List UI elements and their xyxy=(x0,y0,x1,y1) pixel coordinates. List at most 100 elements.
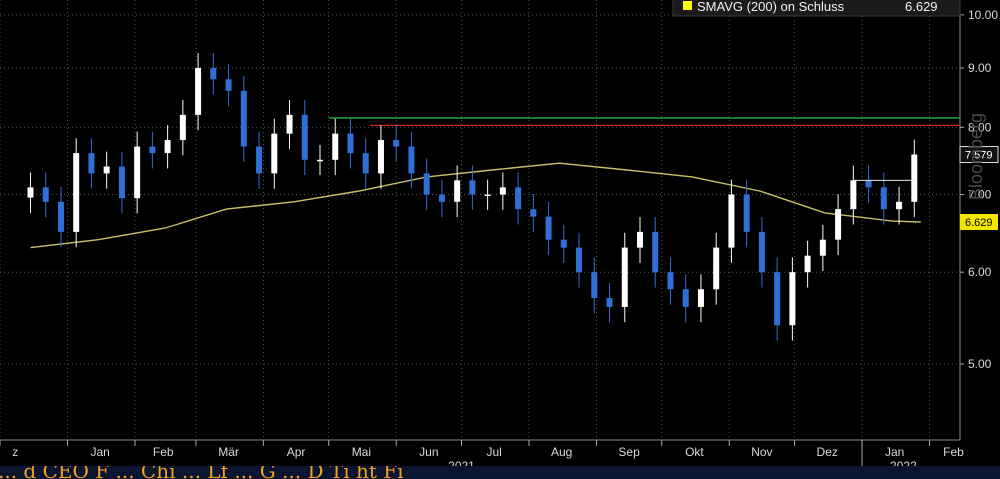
candle-body xyxy=(347,133,354,154)
sma-line xyxy=(30,162,921,249)
candle-body xyxy=(682,289,689,307)
candle-body xyxy=(621,247,628,307)
candle-body xyxy=(149,146,156,154)
news-ticker-text: ... d CEO F ... Chi ... Lf ... G ... D T… xyxy=(0,466,404,479)
candle-body xyxy=(637,231,643,248)
candle-body xyxy=(164,140,171,154)
x-tick-label: Mai xyxy=(352,445,371,459)
candle-body xyxy=(377,140,384,174)
candle-body xyxy=(73,153,80,232)
candle-body xyxy=(286,114,293,134)
price-flags: 7.579 6.629 xyxy=(853,146,999,230)
candle-body xyxy=(560,239,567,248)
candles xyxy=(27,53,918,341)
candle-body xyxy=(423,173,430,195)
candle-body xyxy=(713,247,720,290)
candle-body xyxy=(880,187,887,210)
y-tick-label: 6.00 xyxy=(968,265,992,279)
sma-flag-label: 6.629 xyxy=(965,217,993,229)
candle-body xyxy=(697,289,704,307)
candle-body xyxy=(911,154,918,202)
candle-body xyxy=(454,180,461,202)
candle-body xyxy=(545,216,552,240)
legend-box xyxy=(672,0,961,17)
candle-body xyxy=(438,194,445,202)
candle-body xyxy=(271,133,278,174)
candle-body xyxy=(850,180,857,210)
last-price-label: 7.579 xyxy=(965,150,993,162)
candle-body xyxy=(134,146,141,199)
candle-body xyxy=(88,153,95,174)
grid xyxy=(0,0,961,441)
candle-body xyxy=(515,187,522,210)
candle-body xyxy=(652,231,659,273)
candle-body xyxy=(195,67,202,115)
y-axis: 5.00 6.00 7.00 8.00 9.00 10.00 xyxy=(960,8,998,371)
candle-body xyxy=(179,114,186,141)
candle-body xyxy=(789,272,796,326)
candle-body xyxy=(758,231,765,273)
y-tick-label: 9.00 xyxy=(968,61,992,75)
candle-body xyxy=(57,201,64,232)
x-tick-label: Jan xyxy=(885,445,904,459)
x-tick-label: Nov xyxy=(751,445,772,459)
x-tick-label: Apr xyxy=(287,445,306,459)
x-tick-label: Aug xyxy=(551,445,572,459)
candle-body xyxy=(576,247,583,273)
candle-body xyxy=(332,133,339,160)
x-tick-label: Dez xyxy=(817,445,838,459)
watermark: Bloomberg xyxy=(966,113,986,200)
candle-body xyxy=(42,187,49,202)
legend-label: SMAVG (200) on Schluss xyxy=(697,0,845,14)
candle-body xyxy=(743,194,750,232)
candle-body xyxy=(835,209,842,240)
y-tick-label: 8.00 xyxy=(968,120,992,134)
candle-body xyxy=(591,272,598,299)
x-tick-label: z xyxy=(12,445,18,459)
candle-body xyxy=(484,194,491,197)
candle-body xyxy=(408,146,415,174)
candle-body xyxy=(499,187,506,195)
legend: SMAVG (200) on Schluss 6.629 xyxy=(672,0,961,17)
last-price-flag xyxy=(959,146,999,164)
candle-body xyxy=(896,201,903,210)
candle-body xyxy=(865,180,872,188)
candle-body xyxy=(469,180,476,195)
candle-body xyxy=(393,140,400,147)
candle-body xyxy=(606,298,613,307)
candle-body xyxy=(27,187,34,198)
x-tick-label: Feb xyxy=(153,445,174,459)
x-tick-label: Mär xyxy=(218,445,239,459)
y-tick-label: 10.00 xyxy=(968,8,998,22)
candle-body xyxy=(118,166,125,199)
x-tick-label: Feb xyxy=(943,445,964,459)
x-tick-label: Jul xyxy=(486,445,501,459)
candle-body xyxy=(804,255,811,273)
legend-value: 6.629 xyxy=(905,0,938,14)
reference-lines xyxy=(328,117,960,127)
news-ticker: ... d CEO F ... Chi ... Lf ... G ... D T… xyxy=(0,466,1000,479)
y-tick-label: 5.00 xyxy=(968,357,992,371)
x-tick-label: Okt xyxy=(685,445,704,459)
candle-body xyxy=(210,67,217,80)
x-tick-label: Jun xyxy=(419,445,438,459)
legend-swatch xyxy=(683,1,692,10)
candle-body xyxy=(225,79,232,91)
candle-body xyxy=(819,239,826,256)
candle-body xyxy=(103,166,110,174)
candle-body xyxy=(728,194,735,248)
candle-body xyxy=(774,272,781,326)
candle-body xyxy=(530,209,537,217)
candle-body xyxy=(362,153,369,174)
candle-body xyxy=(317,159,323,162)
y-tick-label: 7.00 xyxy=(968,188,992,202)
x-tick-label: Jan xyxy=(90,445,109,459)
candle-body xyxy=(240,90,247,147)
candle-body xyxy=(667,272,674,290)
sma-flag xyxy=(960,213,998,230)
candle-body xyxy=(301,114,308,160)
x-tick-label: Sep xyxy=(618,445,640,459)
sma-path xyxy=(30,162,921,249)
candle-body xyxy=(256,146,263,174)
